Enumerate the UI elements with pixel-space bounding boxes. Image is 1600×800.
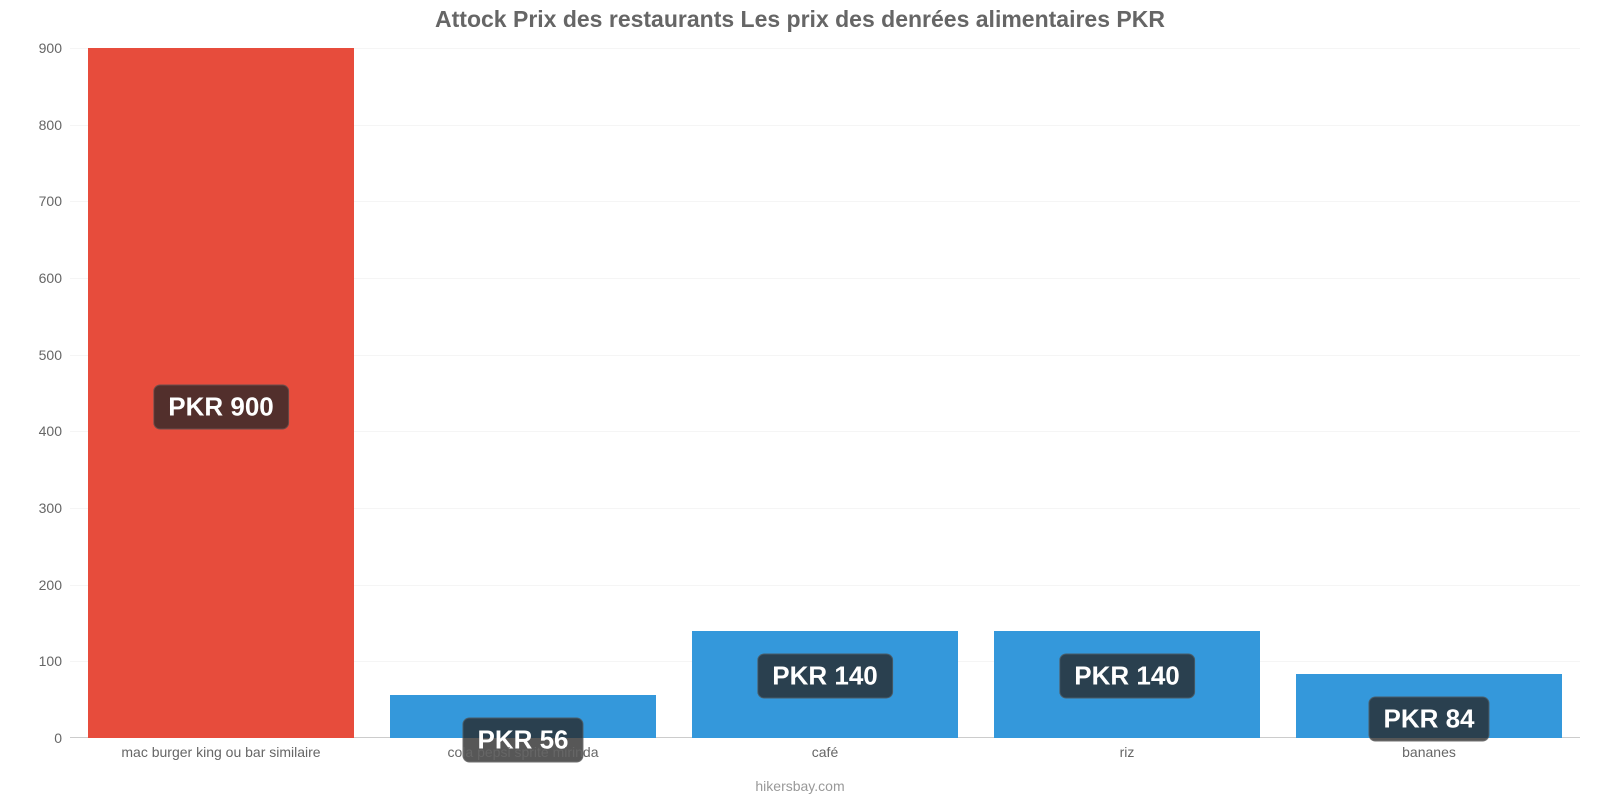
- source-label: hikersbay.com: [0, 778, 1600, 794]
- xtick-label: café: [812, 744, 838, 760]
- ytick-label: 400: [39, 423, 62, 439]
- ytick-label: 600: [39, 270, 62, 286]
- ytick-label: 100: [39, 653, 62, 669]
- ytick-label: 500: [39, 347, 62, 363]
- ytick-label: 300: [39, 500, 62, 516]
- ytick-label: 0: [54, 730, 62, 746]
- value-badge: PKR 140: [1059, 653, 1195, 698]
- xtick-label: riz: [1120, 744, 1135, 760]
- ytick-label: 900: [39, 40, 62, 56]
- xtick-label: cola pepsi sprite mirinda: [448, 744, 599, 760]
- plot-area: PKR 900PKR 56PKR 140PKR 140PKR 84: [70, 48, 1580, 738]
- value-badge: PKR 84: [1368, 696, 1489, 741]
- chart-title: Attock Prix des restaurants Les prix des…: [0, 6, 1600, 33]
- ytick-label: 200: [39, 577, 62, 593]
- chart-container: Attock Prix des restaurants Les prix des…: [0, 0, 1600, 800]
- value-badge: PKR 140: [757, 653, 893, 698]
- xtick-label: mac burger king ou bar similaire: [121, 744, 320, 760]
- ytick-label: 700: [39, 193, 62, 209]
- value-badge: PKR 900: [153, 385, 289, 430]
- ytick-label: 800: [39, 117, 62, 133]
- xtick-label: bananes: [1402, 744, 1456, 760]
